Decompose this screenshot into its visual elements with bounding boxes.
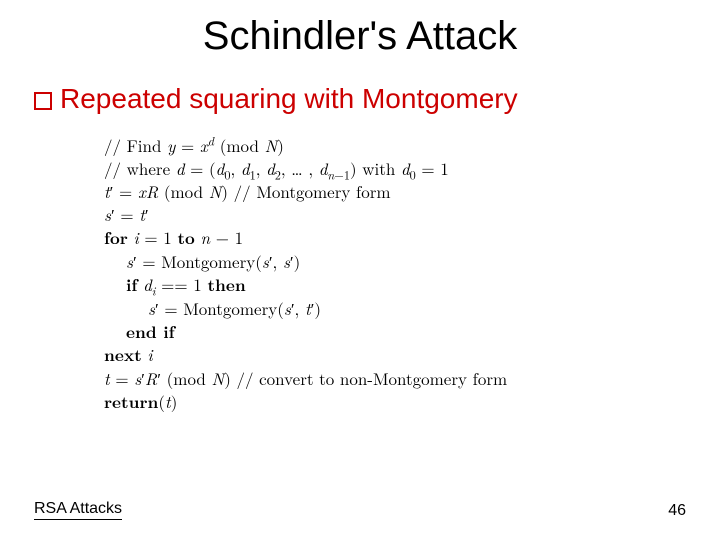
slide-title: Schindler's Attack <box>0 14 720 59</box>
algo-line: next i <box>104 343 507 367</box>
algo-line: // where d = (d0, d1, d2, … , dn−1) with… <box>104 157 507 180</box>
algo-line: for i = 1 to n − 1 <box>104 226 507 250</box>
algo-line: return(t) <box>104 390 507 414</box>
bullet-item: Repeated squaring with Montgomery <box>34 82 518 116</box>
slide: Schindler's Attack Repeated squaring wit… <box>0 0 720 540</box>
algo-line: s′ = t′ <box>104 203 507 226</box>
algo-line: t = s′R′ (mod N) // convert to non-Montg… <box>104 367 507 390</box>
algo-line: // Find y = xd (mod N) <box>104 134 507 157</box>
algo-line: end if <box>104 320 507 344</box>
footer-left: RSA Attacks <box>34 500 122 520</box>
footer-page-number: 46 <box>668 502 686 520</box>
algo-line: if di == 1 then <box>104 273 507 297</box>
algo-line: t′ = xR (mod N) // Montgomery form <box>104 180 507 203</box>
bullet-text: Repeated squaring with Montgomery <box>60 82 518 116</box>
bullet-square-icon <box>34 92 52 110</box>
algo-line: s′ = Montgomery(s′, s′) <box>104 250 507 273</box>
algo-line: s′ = Montgomery(s′, t′) <box>104 297 507 320</box>
algorithm-block: // Find y = xd (mod N)// where d = (d0, … <box>104 134 507 414</box>
